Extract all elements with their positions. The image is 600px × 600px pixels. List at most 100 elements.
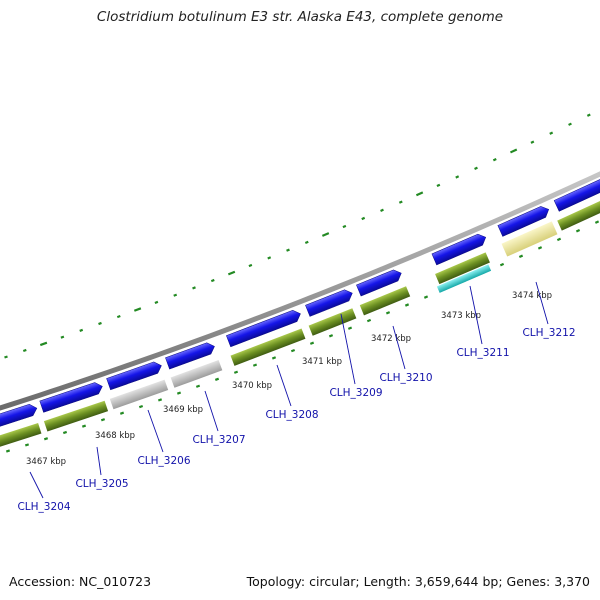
tick-mark	[192, 286, 196, 290]
cds-arrow	[431, 233, 487, 266]
tick-mark	[342, 224, 347, 229]
kbp-label: 3472 kbp	[371, 334, 411, 344]
inner-tick-mark	[366, 318, 372, 323]
inner-tick-mark	[347, 326, 353, 330]
cds-arrow	[305, 289, 353, 317]
gene-label: CLH_3211	[456, 347, 509, 359]
tick-mark	[415, 191, 424, 197]
gene-label: CLH_3208	[265, 409, 318, 421]
gene-segment-shape	[308, 308, 357, 336]
kbp-label: 3474 kbp	[512, 291, 552, 301]
tick-mark	[98, 321, 102, 326]
accession-text: Accession: NC_010723	[9, 574, 152, 589]
cds-arrow-shape	[226, 310, 301, 348]
cds-arrow	[497, 206, 550, 237]
inner-tick-mark	[62, 430, 68, 435]
cds-arrow-shape	[497, 206, 550, 237]
gene-segment-shape	[170, 359, 223, 388]
feature-labels: 3467 kbp 3468 kbp 3469 kbp 3470 kbp 3471 kbp…	[17, 281, 576, 513]
inner-tick-mark	[195, 384, 201, 388]
tick-mark	[492, 158, 497, 162]
cds-arrow-shape	[106, 361, 162, 391]
gene-segment-shape	[557, 197, 600, 231]
tick-mark	[455, 175, 460, 179]
cds-arrow	[226, 310, 301, 348]
gene-label: CLH_3209	[329, 387, 382, 399]
genome-backbone	[0, 171, 600, 411]
tick-mark	[321, 232, 330, 237]
inner-tick-mark	[290, 348, 296, 353]
kbp-label: 3469 kbp	[163, 405, 203, 415]
inner-tick-mark	[271, 356, 277, 360]
gene-segment-shape	[230, 328, 306, 366]
tick-mark	[304, 240, 309, 244]
gene-label: CLH_3206	[137, 455, 190, 467]
gene-leader-line	[147, 409, 164, 453]
inner-tick-mark	[81, 424, 87, 428]
cds-arrow-shape	[39, 382, 103, 413]
inner-tick-mark	[385, 311, 391, 315]
cds-arrow	[165, 342, 215, 370]
map-title: Clostridium botulinum E3 str. Alaska E43…	[96, 9, 504, 25]
tick-mark	[380, 208, 384, 212]
feature-tracks	[0, 178, 600, 450]
kbp-label: 3467 kbp	[26, 457, 66, 467]
gene-segment	[359, 286, 411, 316]
tick-mark	[568, 122, 572, 126]
kbp-label: 3468 kbp	[95, 431, 135, 441]
tick-mark	[227, 270, 236, 276]
inner-tick-mark	[556, 237, 562, 242]
gene-segment	[308, 308, 357, 336]
gene-segment-shape	[435, 252, 490, 285]
inner-tick-mark	[138, 404, 144, 409]
gene-segment-shape	[359, 286, 411, 316]
tick-mark	[4, 355, 8, 359]
tick-mark	[436, 183, 441, 188]
cds-arrow	[39, 382, 103, 413]
tick-mark	[22, 348, 27, 353]
tick-mark	[173, 293, 178, 297]
gene-leader-line	[276, 364, 292, 407]
tick-mark	[133, 307, 142, 312]
inner-tick-mark	[157, 398, 163, 402]
tick-mark	[154, 300, 159, 304]
rna-feature	[436, 264, 492, 293]
tick-mark	[79, 328, 84, 332]
gene-leader-line	[469, 285, 483, 345]
cds-arrow-shape	[165, 342, 215, 370]
tick-marks	[4, 113, 600, 453]
gene-leader-line	[392, 325, 406, 370]
kbp-label: 3473 kbp	[441, 311, 481, 321]
gene-label: CLH_3204	[17, 501, 70, 513]
cds-arrow-shape	[553, 178, 600, 212]
inner-tick-mark	[309, 341, 315, 345]
gene-leader-line	[535, 281, 549, 325]
tick-mark	[210, 278, 215, 283]
gene-segment	[230, 328, 306, 366]
tick-mark	[530, 140, 535, 144]
tick-mark	[286, 248, 290, 252]
inner-tick-mark	[233, 370, 239, 374]
inner-tick-mark	[214, 377, 220, 381]
kbp-label: 3470 kbp	[232, 381, 272, 391]
gene-segment-shape	[0, 422, 42, 450]
tick-mark	[248, 263, 253, 268]
gene-label: CLH_3210	[379, 372, 432, 384]
cds-arrow-shape	[431, 233, 487, 266]
rna-feature-shape	[436, 264, 492, 293]
gene-segment-shape	[43, 400, 109, 432]
tick-mark	[116, 314, 121, 319]
tick-mark	[398, 200, 403, 204]
inner-tick-mark	[252, 363, 258, 367]
gene-segment	[0, 422, 42, 450]
inner-tick-mark	[24, 443, 30, 447]
cds-arrow	[0, 404, 38, 429]
inner-tick-mark	[594, 220, 600, 224]
inner-tick-mark	[100, 418, 106, 422]
gene-segment	[43, 400, 109, 432]
gene-label: CLH_3207	[192, 434, 245, 446]
gene-leader-line	[29, 471, 44, 499]
inner-tick-mark	[575, 229, 581, 233]
tick-mark	[549, 131, 554, 135]
